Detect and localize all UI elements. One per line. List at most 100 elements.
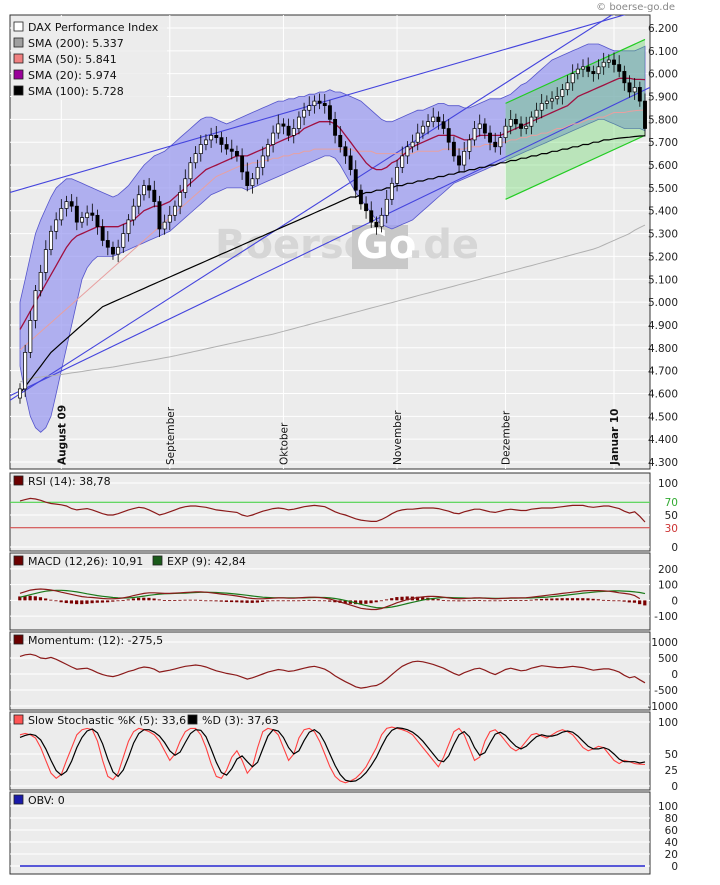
price-tick-label: 5.500 xyxy=(648,183,678,195)
candle-body xyxy=(90,212,95,216)
macd-histogram-bar xyxy=(545,598,549,601)
candle-body xyxy=(400,155,405,168)
candle-body xyxy=(353,169,358,191)
trend-line xyxy=(10,86,650,397)
rsi-legend: RSI (14): 38,78 xyxy=(28,475,111,488)
candle-body xyxy=(85,212,90,218)
sma50-line xyxy=(19,109,646,351)
price-tick-label: 4.600 xyxy=(648,388,678,400)
macd-legend: MACD (12,26): 10,91 xyxy=(28,555,143,568)
macd-histogram-bar xyxy=(59,600,63,603)
candle-body xyxy=(157,201,162,230)
candle-body xyxy=(446,128,451,143)
candle-body xyxy=(250,178,255,186)
price-tick-label: 4.700 xyxy=(648,366,678,378)
macd-histogram-bar xyxy=(364,600,368,604)
stochastic-k-legend: Slow Stochastic %K (5): 33,6 xyxy=(28,714,186,727)
macd-histogram-bar xyxy=(638,600,642,605)
candle-body xyxy=(451,141,456,157)
macd-histogram-bar xyxy=(312,600,316,601)
candle-body xyxy=(606,59,611,63)
candle-body xyxy=(198,144,203,154)
macd-histogram-bar xyxy=(369,600,373,604)
macd-legend-swatch xyxy=(13,555,24,566)
candle-body xyxy=(560,89,565,97)
candle-body xyxy=(498,137,503,148)
macd-histogram-bar xyxy=(333,600,337,603)
stochastic-k-legend-swatch xyxy=(13,714,24,725)
candle-body xyxy=(100,226,105,241)
price-tick-label: 6.000 xyxy=(648,69,678,81)
candle-body xyxy=(322,103,327,107)
macd-histogram-bar xyxy=(431,598,435,601)
price-tick-label: 4.900 xyxy=(648,320,678,332)
candle-body xyxy=(441,121,446,129)
obv-tick-label: 60 xyxy=(665,825,678,837)
macd-histogram-bar xyxy=(302,600,306,601)
candle-body xyxy=(374,221,379,228)
candle-body xyxy=(54,219,59,232)
candle-body xyxy=(260,155,265,168)
macd-histogram-bar xyxy=(390,598,394,601)
macd-histogram-bar xyxy=(219,600,223,602)
momentum-legend: Momentum: (12): -275,5 xyxy=(28,634,163,647)
candle-body xyxy=(234,150,239,157)
macd-histogram-bar xyxy=(23,596,27,601)
candle-body xyxy=(224,144,229,150)
candle-body xyxy=(544,100,549,104)
obv-tick-label: 80 xyxy=(665,813,678,825)
macd-histogram-bar xyxy=(95,600,99,603)
candle-body xyxy=(214,135,219,138)
macd-histogram-bar xyxy=(343,600,347,604)
price-legend-item-swatch xyxy=(13,53,24,64)
macd-histogram-bar xyxy=(235,600,239,603)
momentum-legend-swatch xyxy=(13,634,24,645)
rsi-line xyxy=(19,497,646,523)
candle-body xyxy=(33,290,38,321)
candle-body xyxy=(338,135,343,148)
candle-body xyxy=(178,192,183,207)
candle-body xyxy=(637,87,642,102)
macd-histogram-bar xyxy=(111,600,115,602)
candle-body xyxy=(121,233,126,248)
candle-body xyxy=(296,116,301,129)
macd-histogram-bar xyxy=(384,599,389,601)
obv-legend-swatch xyxy=(13,794,24,805)
macd-histogram-bar xyxy=(421,597,425,601)
candle-body xyxy=(80,217,84,223)
candle-body xyxy=(384,198,389,216)
price-tick-label: 5.900 xyxy=(648,92,678,104)
trend-channel-fill xyxy=(505,39,645,200)
macd-histogram-bar xyxy=(539,598,544,601)
macd-histogram-bar xyxy=(204,600,208,602)
macd-histogram-bar xyxy=(245,600,249,603)
candle-body xyxy=(245,171,250,186)
candle-body xyxy=(457,155,461,166)
obv-tick-label: 0 xyxy=(671,861,678,873)
macd-histogram-bar xyxy=(276,600,280,602)
price-legend-item-swatch xyxy=(13,37,24,48)
macd-histogram-bar xyxy=(395,597,399,601)
stochastic-panel-frame xyxy=(9,711,651,791)
macd-panel-frame xyxy=(9,552,651,631)
macd-histogram-bar xyxy=(379,600,383,602)
macd-histogram-bar xyxy=(229,600,234,603)
macd-histogram-bar xyxy=(534,599,538,601)
candle-body xyxy=(431,116,436,123)
macd-histogram-bar xyxy=(462,600,466,602)
candle-body xyxy=(581,66,585,70)
rsi-tick-label: 30 xyxy=(665,523,678,535)
macd-histogram-bar xyxy=(44,598,48,601)
macd-histogram-bar xyxy=(157,599,161,601)
macd-tick-label: 200 xyxy=(658,564,678,576)
macd-histogram-bar xyxy=(328,600,332,602)
price-legend-item: SMA (50): 5.841 xyxy=(28,53,117,66)
candle-body xyxy=(173,205,177,216)
candle-body xyxy=(627,82,632,93)
candle-body xyxy=(565,82,570,91)
macd-histogram-bar xyxy=(503,600,507,602)
macd-histogram-bar xyxy=(586,598,590,601)
macd-histogram-bar xyxy=(131,598,136,601)
macd-histogram-bar xyxy=(472,600,476,601)
